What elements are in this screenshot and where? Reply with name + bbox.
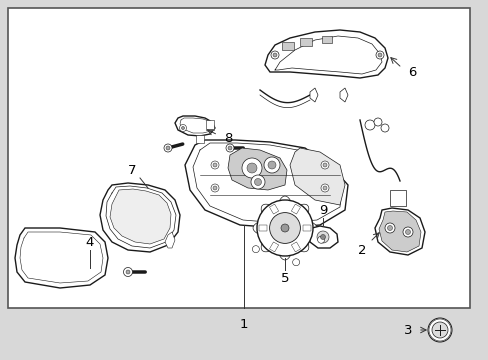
Polygon shape	[184, 140, 347, 228]
Circle shape	[373, 118, 381, 126]
Polygon shape	[264, 30, 387, 78]
Circle shape	[402, 227, 412, 237]
Bar	[282, 42, 293, 50]
Bar	[302, 225, 310, 231]
Polygon shape	[378, 211, 420, 252]
Circle shape	[181, 126, 184, 130]
Circle shape	[210, 184, 219, 192]
Circle shape	[227, 146, 231, 150]
Circle shape	[323, 186, 326, 190]
Polygon shape	[389, 190, 405, 206]
Bar	[259, 225, 266, 231]
Polygon shape	[309, 88, 317, 102]
Text: 5: 5	[280, 271, 289, 284]
Text: 3: 3	[403, 324, 411, 337]
Circle shape	[316, 231, 328, 243]
Bar	[269, 204, 278, 214]
Polygon shape	[289, 148, 345, 205]
Circle shape	[252, 246, 259, 253]
Circle shape	[431, 322, 447, 338]
Circle shape	[269, 213, 300, 243]
Bar	[269, 242, 278, 252]
Polygon shape	[253, 196, 316, 260]
Circle shape	[213, 163, 217, 167]
Polygon shape	[164, 232, 175, 248]
Text: 4: 4	[85, 235, 94, 248]
Bar	[291, 204, 300, 214]
Circle shape	[405, 230, 409, 234]
Text: 6: 6	[407, 66, 415, 78]
Polygon shape	[307, 226, 337, 248]
Circle shape	[264, 157, 280, 173]
Circle shape	[165, 146, 170, 150]
Circle shape	[320, 161, 328, 169]
Circle shape	[257, 200, 312, 256]
Circle shape	[320, 184, 328, 192]
Circle shape	[126, 270, 130, 274]
Polygon shape	[15, 228, 108, 288]
Circle shape	[270, 51, 279, 59]
Circle shape	[272, 53, 276, 57]
Circle shape	[254, 179, 261, 185]
Circle shape	[320, 234, 325, 239]
Polygon shape	[110, 189, 171, 244]
Circle shape	[213, 186, 217, 190]
Circle shape	[225, 144, 234, 152]
Circle shape	[281, 224, 288, 232]
Polygon shape	[175, 116, 215, 136]
Polygon shape	[374, 208, 424, 255]
Text: 2: 2	[357, 243, 366, 257]
Circle shape	[123, 267, 132, 276]
Bar	[299, 38, 311, 46]
Polygon shape	[227, 148, 286, 190]
Bar	[205, 120, 214, 130]
Circle shape	[375, 51, 383, 59]
Circle shape	[384, 223, 394, 233]
Circle shape	[250, 175, 264, 189]
Circle shape	[380, 124, 388, 132]
Circle shape	[386, 225, 392, 230]
Circle shape	[163, 144, 172, 152]
Text: 8: 8	[224, 131, 232, 144]
Polygon shape	[339, 88, 347, 102]
Circle shape	[317, 236, 324, 243]
Circle shape	[210, 161, 219, 169]
Circle shape	[292, 259, 299, 266]
Circle shape	[267, 161, 275, 169]
Circle shape	[364, 120, 374, 130]
Bar	[291, 242, 300, 252]
Bar	[321, 36, 331, 43]
Text: 9: 9	[318, 203, 326, 216]
Polygon shape	[100, 183, 180, 252]
Circle shape	[179, 125, 186, 131]
Circle shape	[242, 158, 262, 178]
Text: 1: 1	[239, 319, 248, 332]
Circle shape	[323, 163, 326, 167]
Text: 7: 7	[127, 163, 136, 176]
Circle shape	[246, 163, 257, 173]
Circle shape	[377, 53, 381, 57]
Bar	[8, 8, 469, 308]
Bar	[196, 135, 203, 143]
Circle shape	[427, 318, 451, 342]
